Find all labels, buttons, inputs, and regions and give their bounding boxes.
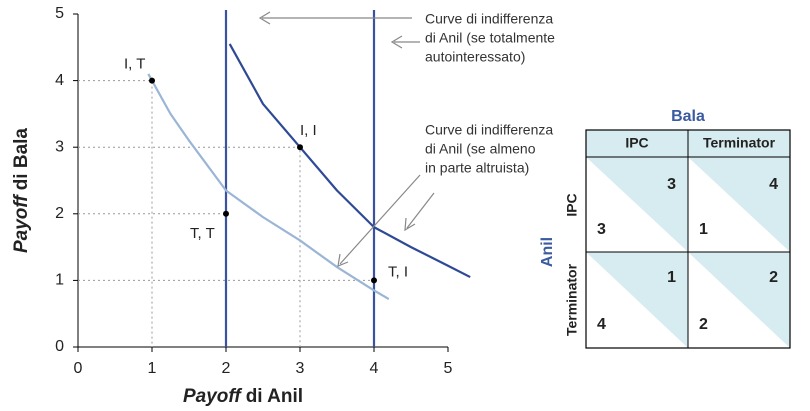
cell-shade [688,157,790,252]
x-axis-label-part: di Anil [246,386,303,407]
y-axis-label-part: di Bala [11,128,32,191]
bala-payoff: 4 [769,176,778,193]
x-tick-label: 3 [296,360,305,377]
row-header: IPC [564,193,580,216]
bala-payoff: 3 [667,176,676,193]
row-player: Anil [539,237,556,267]
bala-payoff: 1 [667,269,676,286]
anil-payoff: 3 [597,221,606,238]
x-tick-label: 2 [222,360,231,377]
anil-payoff: 2 [699,316,708,333]
annotation: Curve di indifferenza [425,11,553,27]
annotation: autointeressato) [425,49,525,65]
y-tick-label: 1 [55,272,64,289]
x-tick-label: 5 [444,360,453,377]
outcome-point [223,210,229,217]
row-header: Terminator [564,263,580,336]
bala-payoff: 2 [769,269,778,286]
outcome-point [371,277,377,284]
y-tick-label: 3 [55,138,64,155]
y-tick-label: 4 [55,72,64,89]
indifference-curve [228,43,471,279]
column-header: Terminator [703,135,776,151]
guide-line [78,80,153,347]
guide-line [78,146,301,347]
y-tick-label: 5 [55,5,64,22]
outcome-point [149,77,155,84]
cell-shade [688,252,790,348]
indifference-curve [147,73,390,300]
annotation: di Anil (se totalmente [425,30,555,46]
arrows [258,11,435,267]
y-tick-label: 2 [55,205,64,222]
anil-payoff: 4 [597,316,606,333]
point-label: T, T [190,225,215,242]
outcome-point [297,144,303,151]
cell-shade [586,252,688,348]
x-axis-label-part: Payoff [183,386,242,407]
annotation: in parte altruista) [425,160,529,176]
point-label: I, T [124,56,145,73]
point-label: I, I [300,122,317,139]
y-tick-label: 0 [55,338,64,355]
anil-payoff: 1 [699,221,708,238]
annotation: Curve di indifferenza [425,122,553,138]
x-tick-label: 4 [370,360,379,377]
point-label: T, I [388,263,408,280]
annotation: di Anil (se almeno [425,141,536,157]
x-axis-label: Payoff di Anil [183,386,303,407]
cell-shade [586,157,688,252]
x-tick-label: 1 [148,360,157,377]
x-tick-label: 0 [74,360,83,377]
column-header: IPC [625,135,648,151]
y-axis-label: Payoff di Bala [11,128,32,253]
payoff-table: Bala IPC Terminator Anil IPC Terminator … [539,108,791,349]
column-player: Bala [671,108,705,125]
y-axis-label-part: Payoff [11,194,32,253]
